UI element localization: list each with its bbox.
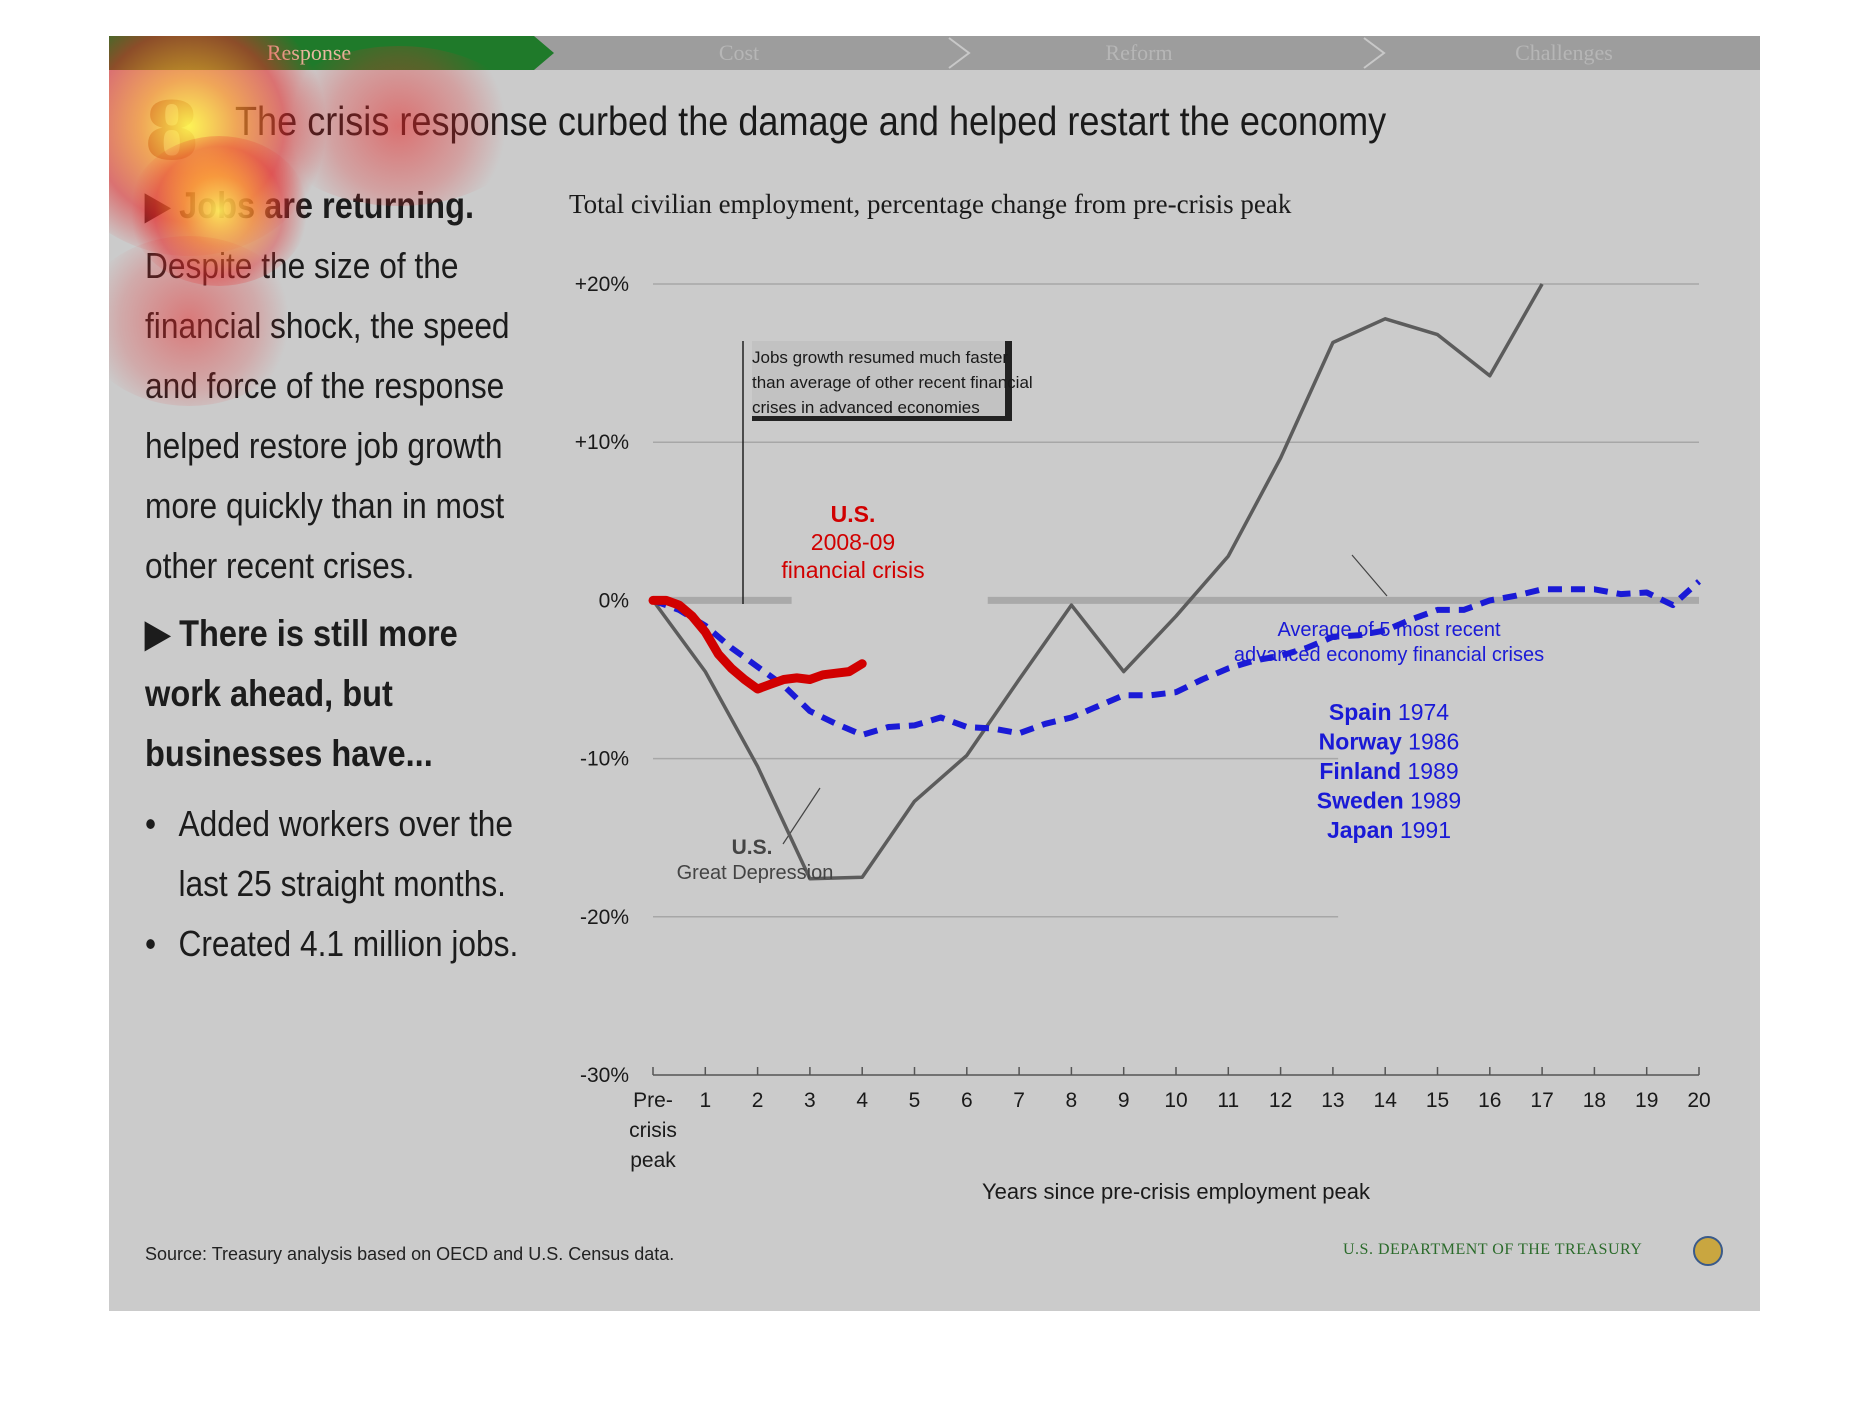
- y-tick-label: +10%: [575, 431, 629, 454]
- bullet-heading-work: ▶ There is still more work ahead, but bu…: [145, 613, 458, 774]
- x-tick-label: 7: [1013, 1089, 1025, 1112]
- annotation-box-text: Jobs growth resumed much faster: [752, 348, 1008, 367]
- x-tick-label: 2: [752, 1089, 764, 1112]
- slide: Response Cost Reform Challenges 8 The cr…: [109, 36, 1760, 1311]
- x-axis-label: Years since pre-crisis employment peak: [982, 1179, 1371, 1204]
- country-year: 1991: [1400, 817, 1451, 843]
- country-name: Sweden: [1317, 788, 1410, 814]
- series-line-average: [651, 579, 1702, 738]
- source-note: Source: Treasury analysis based on OECD …: [145, 1244, 675, 1264]
- y-tick-label: -10%: [580, 748, 629, 771]
- y-tick-label: -20%: [580, 906, 629, 929]
- x-tick-label: 4: [856, 1089, 868, 1112]
- gridlines: [653, 283, 1699, 918]
- x-tick-label: peakPre-crisis peak: [630, 1149, 676, 1172]
- x-tick-label: 8: [1066, 1089, 1078, 1112]
- x-tick-label: 5: [909, 1089, 921, 1112]
- nav-tab-cost[interactable]: Cost: [718, 40, 760, 65]
- country-label: Spain 1974: [1329, 699, 1449, 725]
- annotation-box: [752, 341, 1012, 421]
- country-label: Sweden 1989: [1317, 788, 1461, 814]
- y-tick-label: -30%: [580, 1064, 629, 1087]
- depression-label-title: U.S.: [732, 836, 773, 859]
- average-label-line1: Average of 5 most recent: [1277, 619, 1501, 641]
- axes: [652, 1067, 1700, 1076]
- x-tick-label: 9: [1118, 1089, 1130, 1112]
- y-tick-label: +20%: [575, 273, 629, 296]
- list-item-text: Added workers over the last 25 straight …: [178, 803, 514, 904]
- treasury-seal-icon: [1693, 1236, 1723, 1266]
- us-2008-label-line1: 2008-09: [811, 529, 895, 555]
- x-tick-label: 11: [1217, 1089, 1239, 1112]
- country-year: 1989: [1408, 758, 1459, 784]
- annotation-box-text: crises in advanced economiesJobs growth …: [752, 398, 980, 417]
- x-tick-label: crisis: [629, 1119, 677, 1142]
- series-line-great-depression: [651, 283, 1544, 881]
- x-tick-label: 15: [1426, 1089, 1449, 1112]
- country-label: Finland 1989: [1319, 758, 1458, 784]
- x-tick-label: 6: [961, 1089, 973, 1112]
- x-tick-label: 1: [699, 1089, 711, 1112]
- nav-separators: [948, 37, 1386, 69]
- annotation-box-shadow: [752, 416, 1012, 421]
- list-item: • Created 4.1 million jobs.: [145, 923, 519, 964]
- country-label: Norway 1986: [1319, 729, 1460, 755]
- us-2008-label-line2: financial crisis: [781, 557, 924, 583]
- x-tick-label: 17: [1530, 1089, 1553, 1112]
- employment-chart: Jobs growth resumed much faster than aver…: [569, 189, 1711, 1204]
- x-tick-label: 19: [1635, 1089, 1658, 1112]
- treasury-footer: U.S. DEPARTMENT OF THE TREASURY: [1343, 1241, 1643, 1258]
- chart-text: Total civilian employment, percentage ch…: [569, 189, 1711, 1204]
- average-leader: [1351, 554, 1388, 597]
- x-tick-label: 20: [1687, 1089, 1710, 1112]
- x-tick-label: 18: [1583, 1089, 1606, 1112]
- us-2008-label-title: U.S.: [831, 501, 876, 527]
- country-year: 1989: [1410, 788, 1461, 814]
- nav-tab-reform[interactable]: Reform: [1105, 40, 1173, 65]
- annotation-box-text: than average of other recent financial: [752, 373, 1033, 392]
- country-label: Japan 1991: [1327, 817, 1451, 843]
- country-name: Japan: [1327, 817, 1400, 843]
- country-name: Spain: [1329, 699, 1398, 725]
- y-tick-label: 0%: [599, 589, 629, 612]
- x-tick-label: 12: [1269, 1089, 1292, 1112]
- x-tick-label: 13: [1321, 1089, 1344, 1112]
- depression-label: Great Depression: [677, 862, 834, 884]
- country-name: Norway: [1319, 729, 1408, 755]
- country-year: 1986: [1408, 729, 1459, 755]
- list-item-text: Created 4.1 million jobs.: [178, 923, 519, 964]
- list-item: • Added workers over the last 25 straight…: [145, 803, 514, 904]
- annotations: Jobs growth resumed much faster than aver…: [742, 341, 1388, 845]
- x-tick-label: 10: [1164, 1089, 1187, 1112]
- x-tick-label: 14: [1374, 1089, 1398, 1112]
- nav-tab-challenges[interactable]: Challenges: [1515, 40, 1613, 65]
- series-line-us-2008: [648, 595, 867, 694]
- series-lines: [648, 283, 1702, 881]
- country-name: Finland: [1319, 758, 1407, 784]
- x-tick-label: 3: [804, 1089, 816, 1112]
- average-label-line2: advanced economy financial crises: [1234, 644, 1544, 666]
- chart-title: Total civilian employment, percentage ch…: [569, 189, 1292, 219]
- annotation-box-shadow: [1005, 341, 1012, 421]
- x-tick-label: Pre-: [633, 1089, 673, 1112]
- x-tick-label: 16: [1478, 1089, 1501, 1112]
- country-year: 1974: [1398, 699, 1449, 725]
